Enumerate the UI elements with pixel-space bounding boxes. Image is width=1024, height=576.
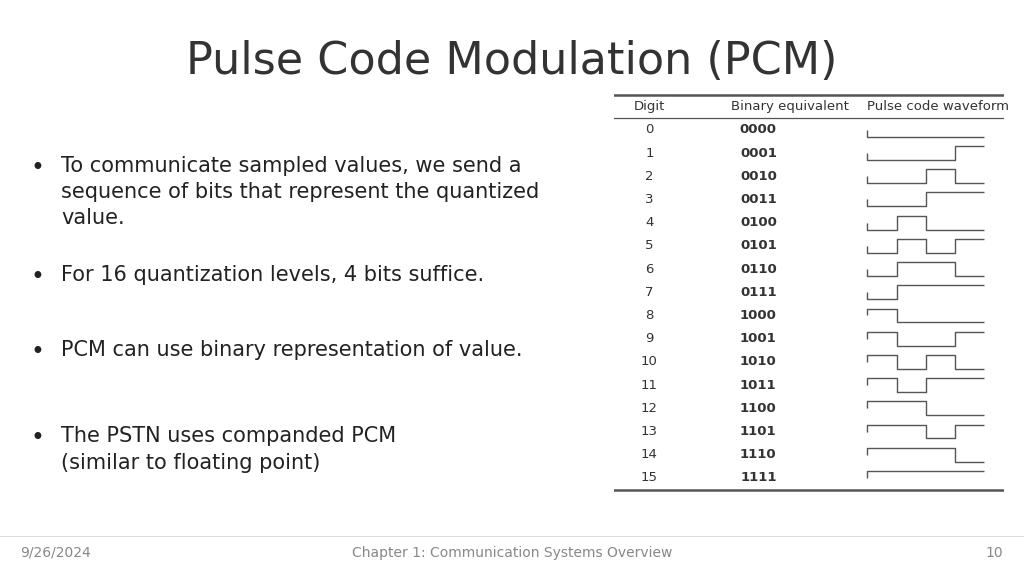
Text: For 16 quantization levels, 4 bits suffice.: For 16 quantization levels, 4 bits suffi… — [61, 265, 484, 285]
Text: 0: 0 — [645, 123, 653, 137]
Text: 1010: 1010 — [740, 355, 777, 369]
Text: •: • — [31, 340, 45, 364]
Text: 2: 2 — [645, 170, 653, 183]
Text: 6: 6 — [645, 263, 653, 275]
Text: 3: 3 — [645, 193, 653, 206]
Text: 0000: 0000 — [740, 123, 777, 137]
Text: Digit: Digit — [634, 100, 666, 113]
Text: Binary equivalent: Binary equivalent — [731, 100, 849, 113]
Text: 11: 11 — [641, 378, 658, 392]
Text: 1100: 1100 — [740, 402, 777, 415]
Text: PCM can use binary representation of value.: PCM can use binary representation of val… — [61, 340, 523, 360]
Text: Pulse code waveform: Pulse code waveform — [867, 100, 1010, 113]
Text: 12: 12 — [641, 402, 658, 415]
Text: 4: 4 — [645, 216, 653, 229]
Text: •: • — [31, 156, 45, 180]
Text: 0110: 0110 — [740, 263, 777, 275]
Text: 5: 5 — [645, 240, 653, 252]
Text: 1011: 1011 — [740, 378, 776, 392]
Text: 0010: 0010 — [740, 170, 777, 183]
Text: 10: 10 — [641, 355, 657, 369]
Text: 0001: 0001 — [740, 146, 777, 160]
Text: 0100: 0100 — [740, 216, 777, 229]
Text: •: • — [31, 426, 45, 450]
Text: •: • — [31, 265, 45, 289]
Text: 1110: 1110 — [740, 448, 776, 461]
Text: 14: 14 — [641, 448, 657, 461]
Text: The PSTN uses companded PCM
(similar to floating point): The PSTN uses companded PCM (similar to … — [61, 426, 396, 473]
Text: 1101: 1101 — [740, 425, 776, 438]
Text: 1000: 1000 — [740, 309, 777, 322]
Text: Chapter 1: Communication Systems Overview: Chapter 1: Communication Systems Overvie… — [352, 546, 672, 560]
Text: 1: 1 — [645, 146, 653, 160]
Text: To communicate sampled values, we send a
sequence of bits that represent the qua: To communicate sampled values, we send a… — [61, 156, 540, 228]
Text: 0011: 0011 — [740, 193, 777, 206]
Text: 13: 13 — [641, 425, 658, 438]
Text: 9/26/2024: 9/26/2024 — [20, 546, 91, 560]
Text: 0111: 0111 — [740, 286, 776, 299]
Text: 1111: 1111 — [740, 471, 776, 484]
Text: 8: 8 — [645, 309, 653, 322]
Text: 10: 10 — [986, 546, 1004, 560]
Text: 1001: 1001 — [740, 332, 777, 345]
Text: 15: 15 — [641, 471, 658, 484]
Text: 9: 9 — [645, 332, 653, 345]
Text: 0101: 0101 — [740, 240, 777, 252]
Text: Pulse Code Modulation (PCM): Pulse Code Modulation (PCM) — [186, 40, 838, 84]
Text: 7: 7 — [645, 286, 653, 299]
